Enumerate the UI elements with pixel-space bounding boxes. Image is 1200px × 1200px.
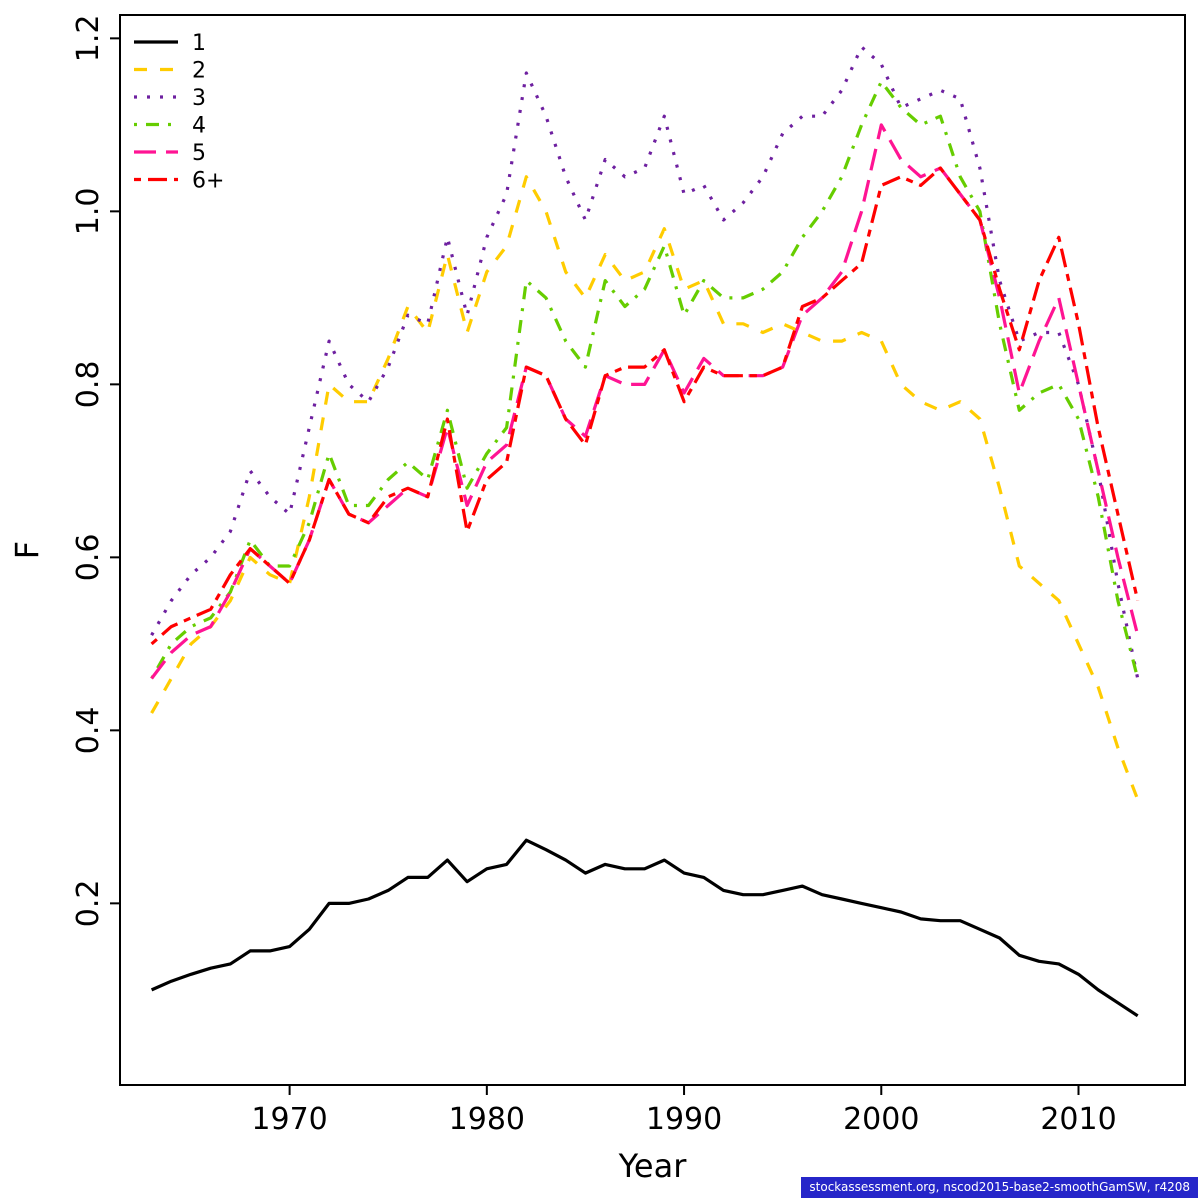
legend-label-2: 2 bbox=[192, 59, 206, 84]
y-tick-label: 1.0 bbox=[71, 187, 106, 235]
x-tick-label: 1970 bbox=[251, 1102, 327, 1137]
legend-label-3: 3 bbox=[192, 86, 206, 111]
y-axis-label: F bbox=[8, 541, 46, 559]
y-tick-label: 0.8 bbox=[71, 360, 106, 408]
y-tick-label: 0.2 bbox=[71, 879, 106, 927]
series-line-3 bbox=[150, 45, 1140, 679]
y-tick-label: 0.4 bbox=[71, 706, 106, 754]
x-tick-label: 2000 bbox=[843, 1102, 919, 1137]
plot-box bbox=[119, 14, 1186, 1086]
y-tick-label: 1.2 bbox=[71, 14, 106, 62]
y-tick-label: 0.6 bbox=[71, 533, 106, 581]
x-tick-label: 1990 bbox=[646, 1102, 722, 1137]
series-line-6plus bbox=[150, 166, 1140, 646]
series-line-1 bbox=[150, 838, 1139, 1018]
x-tick-label: 1980 bbox=[449, 1102, 525, 1137]
legend-label-1: 1 bbox=[192, 31, 206, 56]
footer-badge: stockassessment.org, nscod2015-base2-smo… bbox=[801, 1177, 1198, 1198]
series-line-4 bbox=[150, 79, 1140, 680]
legend-label-6plus: 6+ bbox=[192, 169, 224, 194]
legend-label-4: 4 bbox=[192, 114, 206, 139]
legend-label-5: 5 bbox=[192, 141, 206, 166]
series-line-2 bbox=[150, 175, 1140, 801]
x-tick-label: 2010 bbox=[1040, 1102, 1116, 1137]
x-axis-label: Year bbox=[618, 1147, 688, 1185]
series-line-5 bbox=[150, 123, 1140, 680]
